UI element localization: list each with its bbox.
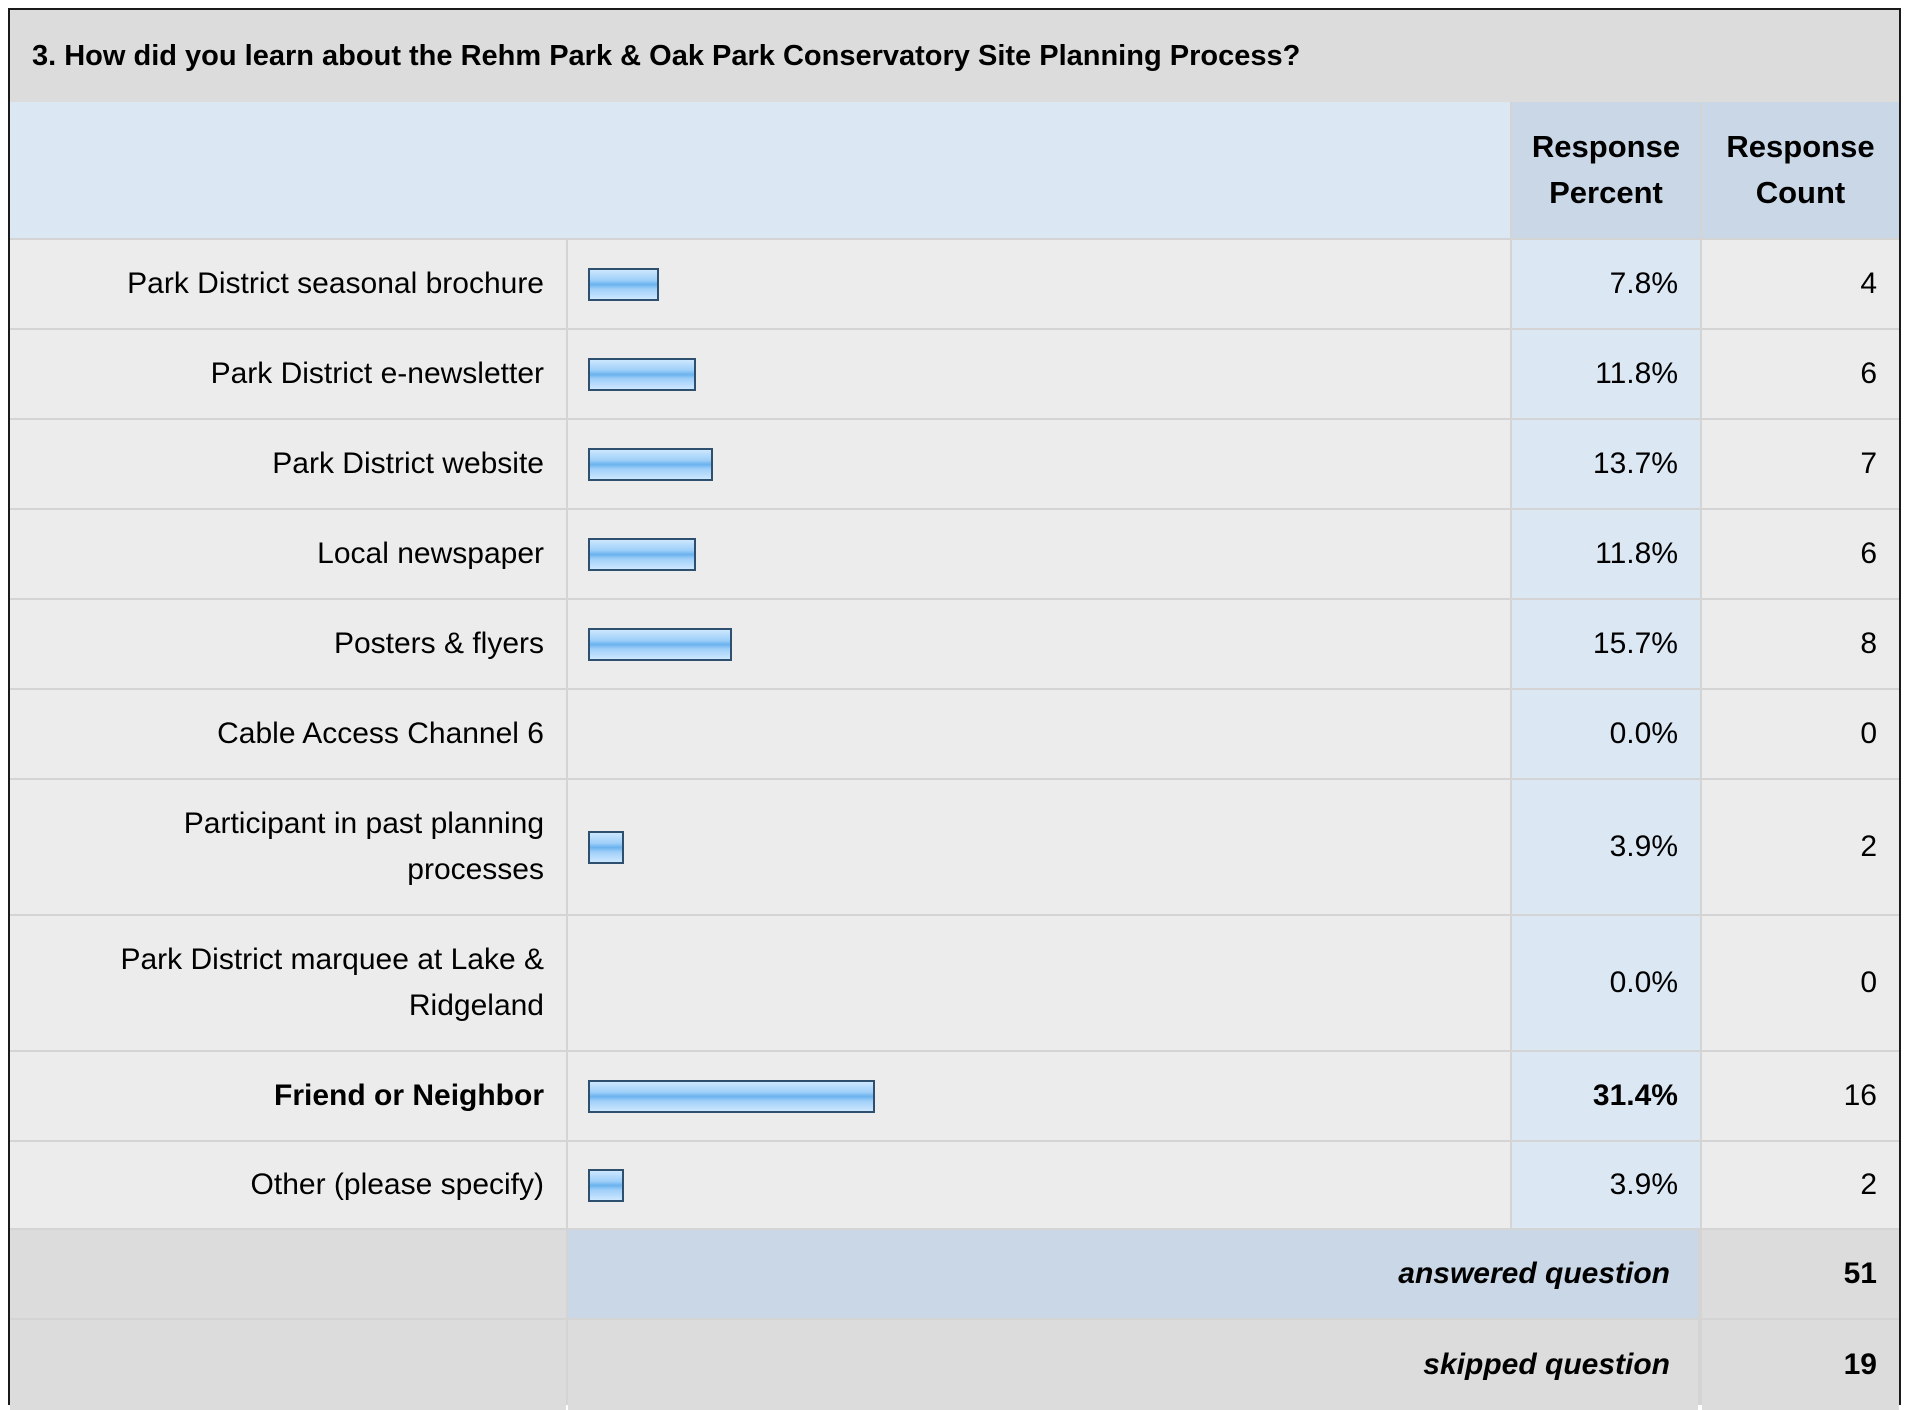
row-count: 2: [1702, 1142, 1899, 1228]
row-count: 6: [1702, 510, 1899, 598]
row-bar-cell: [568, 240, 1510, 328]
answered-blank: [10, 1230, 566, 1318]
row-percent: 13.7%: [1512, 420, 1700, 508]
row-bar-cell: [568, 690, 1510, 778]
response-bar: [588, 1169, 624, 1202]
row-count: 6: [1702, 330, 1899, 418]
row-count: 0: [1702, 690, 1899, 778]
skipped-question-value: 19: [1702, 1320, 1899, 1410]
row-label: Posters & flyers: [10, 600, 566, 688]
row-percent: 11.8%: [1512, 510, 1700, 598]
response-bar: [588, 538, 696, 571]
header-response-count: Response Count: [1702, 102, 1899, 238]
response-bar: [588, 268, 659, 301]
header-response-percent: Response Percent: [1512, 102, 1700, 238]
row-bar-cell: [568, 330, 1510, 418]
row-label: Other (please specify): [10, 1142, 566, 1228]
response-bar: [588, 448, 713, 481]
row-percent: 0.0%: [1512, 690, 1700, 778]
row-count: 4: [1702, 240, 1899, 328]
row-percent: 31.4%: [1512, 1052, 1700, 1140]
row-label: Park District website: [10, 420, 566, 508]
response-bar: [588, 831, 624, 864]
row-bar-cell: [568, 1052, 1510, 1140]
row-percent: 3.9%: [1512, 1142, 1700, 1228]
row-bar-cell: [568, 1142, 1510, 1228]
row-count: 0: [1702, 916, 1899, 1050]
row-bar-cell: [568, 510, 1510, 598]
row-label: Park District e-newsletter: [10, 330, 566, 418]
question-title: 3. How did you learn about the Rehm Park…: [10, 10, 1899, 102]
row-percent: 7.8%: [1512, 240, 1700, 328]
row-label: Park District seasonal brochure: [10, 240, 566, 328]
row-label: Friend or Neighbor: [10, 1052, 566, 1140]
answered-question-label: answered question: [568, 1230, 1698, 1318]
survey-results-table: 3. How did you learn about the Rehm Park…: [8, 8, 1901, 1410]
response-bar: [588, 628, 732, 661]
row-bar-cell: [568, 780, 1510, 914]
row-count: 7: [1702, 420, 1899, 508]
response-bar: [588, 358, 696, 391]
row-percent: 11.8%: [1512, 330, 1700, 418]
header-blank: [10, 102, 1510, 238]
row-label: Park District marquee at Lake & Ridgelan…: [10, 916, 566, 1050]
row-label: Local newspaper: [10, 510, 566, 598]
response-bar: [588, 1080, 875, 1113]
row-label: Cable Access Channel 6: [10, 690, 566, 778]
row-percent: 0.0%: [1512, 916, 1700, 1050]
row-bar-cell: [568, 420, 1510, 508]
row-bar-cell: [568, 600, 1510, 688]
row-label: Participant in past planning processes: [10, 780, 566, 914]
row-count: 16: [1702, 1052, 1899, 1140]
row-bar-cell: [568, 916, 1510, 1050]
row-count: 8: [1702, 600, 1899, 688]
row-percent: 3.9%: [1512, 780, 1700, 914]
row-count: 2: [1702, 780, 1899, 914]
row-percent: 15.7%: [1512, 600, 1700, 688]
skipped-blank: [10, 1320, 566, 1410]
skipped-question-label: skipped question: [568, 1320, 1698, 1410]
answered-question-value: 51: [1702, 1230, 1899, 1318]
